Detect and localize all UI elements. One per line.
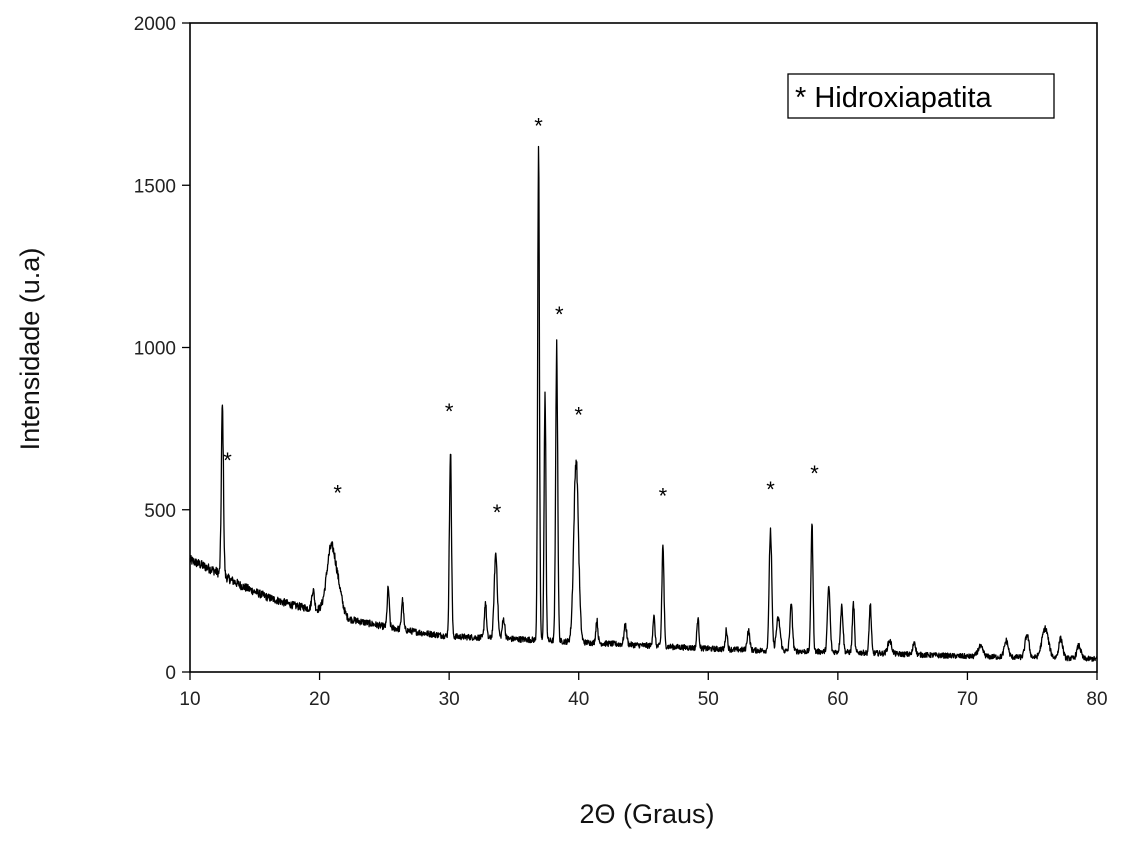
x-tick-label: 80 — [1086, 689, 1107, 710]
legend-box — [787, 73, 1055, 119]
x-axis-title: 2Θ (Graus) — [579, 799, 714, 829]
y-axis-title: Intensidade (u.a) — [15, 248, 45, 451]
peak-marker: * — [493, 500, 502, 525]
x-tick-label: 50 — [698, 689, 719, 710]
series-line — [189, 145, 1098, 662]
plot-area — [189, 22, 1098, 673]
y-axis-ticks: 0 500 1000 1500 2000 — [134, 14, 190, 684]
x-tick-label: 20 — [309, 689, 330, 710]
y-tick-label: 1000 — [134, 339, 176, 360]
peak-marker: * — [223, 448, 232, 473]
x-tick-label: 30 — [439, 689, 460, 710]
y-tick-label: 0 — [165, 663, 176, 684]
peak-marker: * — [534, 114, 543, 139]
x-tick-label: 10 — [179, 689, 200, 710]
peak-annotations: * * * * * * * * * * — [223, 114, 819, 525]
legend-label: * Hidroxiapatita — [795, 82, 993, 114]
x-axis-ticks: 10 20 30 40 50 60 70 80 — [179, 672, 1108, 710]
peak-marker: * — [445, 399, 454, 424]
y-tick-label: 1500 — [134, 176, 176, 197]
y-tick-label: 2000 — [134, 14, 176, 35]
peak-marker: * — [659, 484, 668, 509]
x-tick-label: 70 — [957, 689, 978, 710]
legend: * Hidroxiapatita — [787, 73, 1055, 119]
peak-marker: * — [766, 477, 775, 502]
peak-marker: * — [555, 302, 564, 327]
peak-marker: * — [810, 461, 819, 486]
x-tick-label: 60 — [827, 689, 848, 710]
peak-marker: * — [574, 402, 583, 427]
peak-marker: * — [333, 480, 342, 505]
x-tick-label: 40 — [568, 689, 589, 710]
y-tick-label: 500 — [144, 501, 176, 522]
